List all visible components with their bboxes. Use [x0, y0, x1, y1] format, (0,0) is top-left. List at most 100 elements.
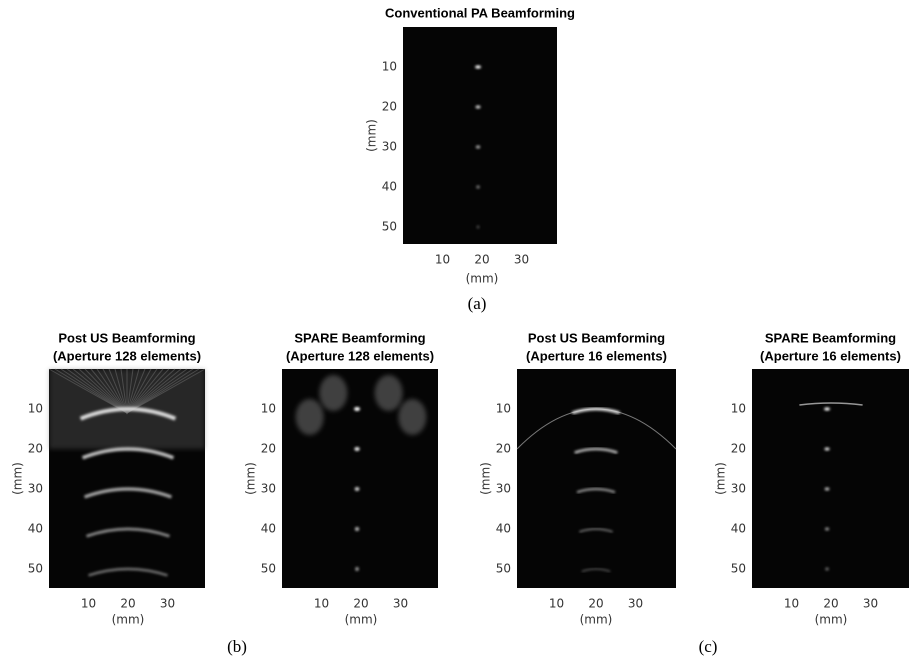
- image: [403, 27, 557, 244]
- y-axis-label: (mm): [11, 462, 25, 495]
- panel-title: SPARE Beamforming: [294, 330, 425, 345]
- panel-title: (Aperture 16 elements): [526, 348, 667, 363]
- x-axis-label: (mm): [580, 613, 613, 627]
- arc: [86, 527, 170, 538]
- artifact: [319, 375, 348, 411]
- y-tick-label: 30: [731, 482, 746, 496]
- y-tick-label: 50: [731, 562, 746, 576]
- arc: [81, 447, 175, 460]
- target: [354, 527, 360, 531]
- wings: [799, 402, 863, 406]
- artifact: [398, 399, 427, 435]
- artifact: [374, 375, 403, 411]
- x-tick-label: 10: [549, 597, 564, 611]
- y-axis-label: (mm): [365, 119, 379, 152]
- x-tick-label: 10: [435, 253, 450, 267]
- panel-title: (Aperture 128 elements): [286, 348, 434, 363]
- x-tick-label: 10: [81, 597, 96, 611]
- target: [354, 447, 360, 451]
- x-tick-label: 30: [628, 597, 643, 611]
- x-tick-label: 20: [823, 597, 838, 611]
- target: [824, 487, 830, 491]
- y-tick-label: 40: [382, 180, 397, 194]
- x-tick-label: 20: [588, 597, 603, 611]
- target: [825, 567, 829, 571]
- y-axis-label: (mm): [714, 462, 728, 495]
- arc: [83, 487, 173, 499]
- y-tick-label: 40: [496, 522, 511, 536]
- image: [282, 369, 438, 588]
- image: [516, 369, 677, 588]
- target: [824, 407, 831, 411]
- y-tick-label: 10: [261, 402, 276, 416]
- x-tick-label: 20: [353, 597, 368, 611]
- target: [476, 185, 480, 189]
- y-tick-label: 40: [28, 522, 43, 536]
- y-tick-label: 10: [496, 402, 511, 416]
- y-tick-label: 40: [261, 522, 276, 536]
- caption: (a): [468, 294, 487, 313]
- y-tick-label: 20: [28, 442, 43, 456]
- x-tick-label: 30: [514, 253, 529, 267]
- x-axis-label: (mm): [112, 613, 145, 627]
- y-tick-label: 20: [731, 442, 746, 456]
- arc: [576, 487, 616, 494]
- panel-title: (Aperture 128 elements): [53, 348, 201, 363]
- y-tick-label: 10: [382, 60, 397, 74]
- image-background: [403, 27, 557, 244]
- arc: [581, 568, 611, 573]
- panel-title: Post US Beamforming: [58, 330, 195, 345]
- y-tick-label: 50: [382, 220, 397, 234]
- x-axis-label: (mm): [345, 613, 378, 627]
- y-tick-label: 10: [28, 402, 43, 416]
- y-tick-label: 50: [261, 562, 276, 576]
- y-tick-label: 50: [496, 562, 511, 576]
- target: [355, 567, 359, 571]
- y-tick-label: 10: [731, 402, 746, 416]
- y-tick-label: 40: [731, 522, 746, 536]
- y-axis-label: (mm): [479, 462, 493, 495]
- target: [824, 527, 830, 531]
- y-tick-label: 30: [261, 482, 276, 496]
- image-background: [752, 369, 909, 588]
- x-tick-label: 20: [120, 597, 135, 611]
- target: [475, 145, 481, 149]
- caption: (b): [227, 637, 247, 656]
- arc: [79, 407, 177, 421]
- target: [475, 65, 482, 69]
- x-tick-label: 20: [474, 253, 489, 267]
- target: [475, 105, 481, 109]
- y-tick-label: 50: [28, 562, 43, 576]
- panel-title: Post US Beamforming: [528, 330, 665, 345]
- y-tick-label: 20: [382, 100, 397, 114]
- target: [354, 487, 360, 491]
- image-background: [517, 369, 676, 588]
- x-tick-label: 30: [863, 597, 878, 611]
- x-tick-label: 10: [314, 597, 329, 611]
- panel-title: (Aperture 16 elements): [760, 348, 901, 363]
- artifact: [295, 399, 324, 435]
- caption: (c): [699, 637, 718, 656]
- y-tick-label: 30: [28, 482, 43, 496]
- panel-title: SPARE Beamforming: [765, 330, 896, 345]
- y-tick-label: 20: [261, 442, 276, 456]
- y-tick-label: 30: [382, 140, 397, 154]
- target: [476, 225, 480, 229]
- y-tick-label: 30: [496, 482, 511, 496]
- x-axis-label: (mm): [815, 613, 848, 627]
- x-tick-label: 30: [160, 597, 175, 611]
- arc: [574, 447, 618, 454]
- image: [752, 369, 909, 588]
- x-tick-label: 30: [393, 597, 408, 611]
- x-tick-label: 10: [784, 597, 799, 611]
- x-axis-label: (mm): [466, 272, 499, 286]
- target: [824, 447, 830, 451]
- panel-title: Conventional PA Beamforming: [385, 5, 575, 20]
- arc: [88, 567, 168, 577]
- image: [48, 368, 206, 588]
- arc: [579, 528, 613, 533]
- y-axis-label: (mm): [244, 462, 258, 495]
- y-tick-label: 20: [496, 442, 511, 456]
- target: [354, 407, 361, 411]
